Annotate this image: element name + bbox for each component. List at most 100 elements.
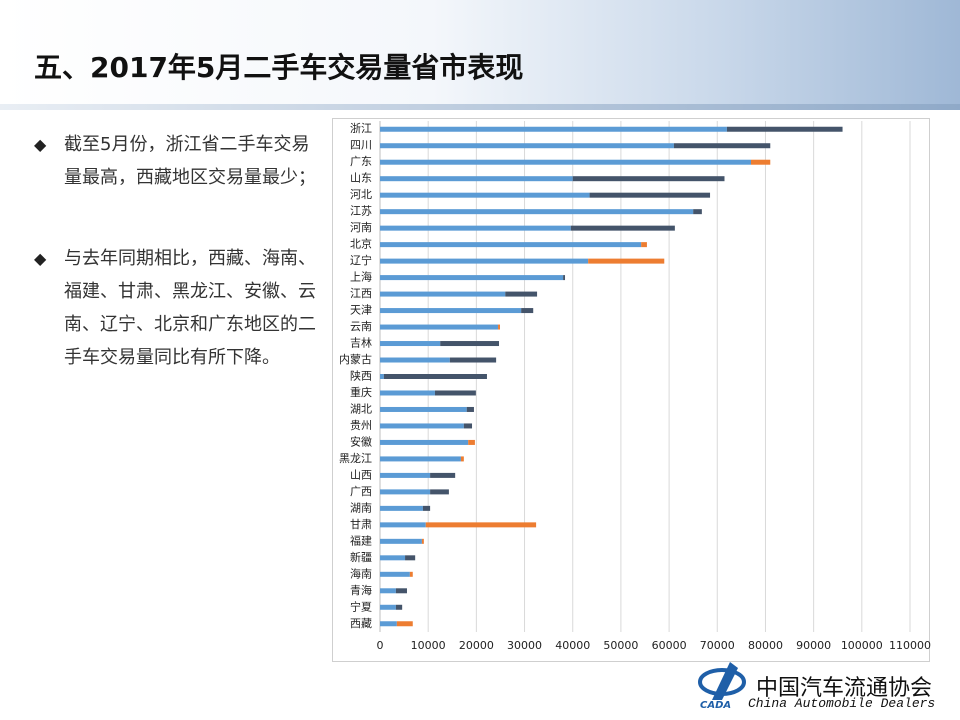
x-tick-label: 60000 — [652, 639, 687, 652]
y-tick-label: 青海 — [350, 583, 372, 597]
y-tick-label: 云南 — [350, 320, 372, 333]
chart-frame — [332, 118, 930, 662]
y-tick-label: 黑龙江 — [339, 452, 372, 465]
bar — [380, 522, 426, 528]
bar — [380, 192, 590, 198]
bar — [380, 258, 589, 264]
y-tick-label: 辽宁 — [350, 253, 372, 267]
y-tick-label: 吉林 — [350, 336, 372, 350]
bar — [425, 522, 537, 528]
org-name-en: China Automobile Dealers — [748, 696, 936, 711]
bar — [383, 374, 487, 379]
bullet: 与去年同期相比，西藏、海南、福建、甘肃、黑龙江、安徽、云南、辽宁、北京和广东地区… — [34, 242, 322, 374]
bar — [434, 390, 476, 396]
bar — [466, 406, 474, 412]
bar — [380, 308, 522, 314]
y-tick-label: 安徽 — [350, 434, 372, 448]
y-tick-label: 浙江 — [350, 122, 372, 135]
logo-icon — [698, 662, 746, 700]
y-tick-label: 山西 — [350, 468, 372, 481]
header-band — [0, 0, 960, 108]
x-tick-label: 0 — [377, 639, 384, 652]
bar — [463, 423, 473, 429]
bar — [380, 159, 751, 165]
bar — [751, 159, 771, 165]
y-tick-label: 江苏 — [350, 205, 372, 218]
y-tick-label: 甘肃 — [350, 518, 372, 531]
y-tick-label: 山东 — [350, 172, 372, 185]
bar — [380, 143, 674, 149]
bar — [380, 374, 384, 379]
bar — [380, 406, 467, 412]
x-tick-label: 40000 — [555, 639, 590, 652]
bar — [395, 604, 403, 610]
bar — [380, 571, 410, 577]
y-tick-label: 天津 — [350, 304, 372, 317]
y-tick-label: 四川 — [350, 139, 372, 152]
bar — [430, 472, 456, 478]
y-tick-label: 河北 — [350, 188, 372, 201]
org-name: 中国汽车流通协会 — [756, 676, 933, 701]
bar — [380, 341, 441, 347]
y-tick-label: 陕西 — [350, 369, 372, 383]
y-tick-label: 重庆 — [350, 385, 372, 399]
bar — [726, 126, 843, 132]
y-tick-label: 湖南 — [350, 501, 372, 514]
bar — [380, 505, 423, 511]
y-tick-label: 西藏 — [350, 617, 372, 630]
bar — [570, 225, 675, 231]
bar — [440, 341, 500, 347]
bar — [380, 324, 499, 330]
bar — [380, 555, 406, 561]
bar — [396, 621, 413, 627]
bar — [380, 242, 642, 248]
y-tick-label: 福建 — [350, 533, 372, 547]
bar — [405, 555, 416, 561]
bar — [421, 538, 424, 544]
y-tick-label: 江西 — [350, 287, 372, 300]
bar — [380, 126, 727, 132]
x-tick-label: 20000 — [459, 639, 494, 652]
bar — [380, 489, 431, 495]
x-tick-label: 100000 — [841, 639, 883, 652]
bar — [460, 456, 464, 462]
y-tick-label: 广西 — [350, 485, 372, 498]
x-tick-label: 110000 — [889, 639, 931, 652]
bar — [380, 621, 397, 627]
bar — [380, 423, 464, 429]
bullet: 截至5月份，浙江省二手车交易量最高，西藏地区交易量最少； — [34, 128, 322, 194]
bar — [422, 505, 431, 511]
bar — [588, 258, 665, 264]
y-tick-label: 上海 — [350, 270, 372, 284]
logo-text: CADA — [700, 700, 732, 711]
y-tick-label: 湖北 — [350, 402, 372, 415]
bar — [380, 538, 422, 544]
y-tick-label: 宁夏 — [350, 599, 372, 613]
slide-title: 五、2017年5月二手车交易量省市表现 — [34, 51, 524, 84]
x-tick-label: 90000 — [796, 639, 831, 652]
x-tick-label: 50000 — [603, 639, 638, 652]
bar — [572, 176, 725, 182]
bar — [380, 390, 435, 396]
bar — [409, 571, 413, 577]
bar — [380, 275, 564, 281]
x-tick-label: 30000 — [507, 639, 542, 652]
x-tick-label: 70000 — [700, 639, 735, 652]
y-tick-label: 内蒙古 — [339, 352, 372, 366]
bar — [673, 143, 771, 149]
bar — [380, 472, 431, 478]
y-tick-label: 海南 — [350, 566, 372, 580]
bar — [380, 456, 461, 462]
bar — [641, 242, 647, 248]
bar — [380, 209, 694, 215]
bar — [380, 439, 469, 445]
bar — [693, 209, 702, 215]
bar — [589, 192, 711, 198]
bar — [380, 176, 573, 182]
bar — [380, 604, 396, 610]
bar — [468, 439, 475, 445]
x-tick-label: 10000 — [411, 639, 446, 652]
bar — [395, 588, 407, 594]
